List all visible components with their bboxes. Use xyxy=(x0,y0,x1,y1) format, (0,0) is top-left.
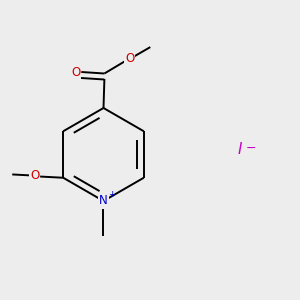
Text: +: + xyxy=(108,190,115,199)
Text: O: O xyxy=(30,169,39,182)
Text: O: O xyxy=(125,52,134,65)
Text: O: O xyxy=(71,65,80,79)
Text: −: − xyxy=(246,142,257,155)
Text: N: N xyxy=(99,194,108,208)
Text: I: I xyxy=(238,142,242,158)
